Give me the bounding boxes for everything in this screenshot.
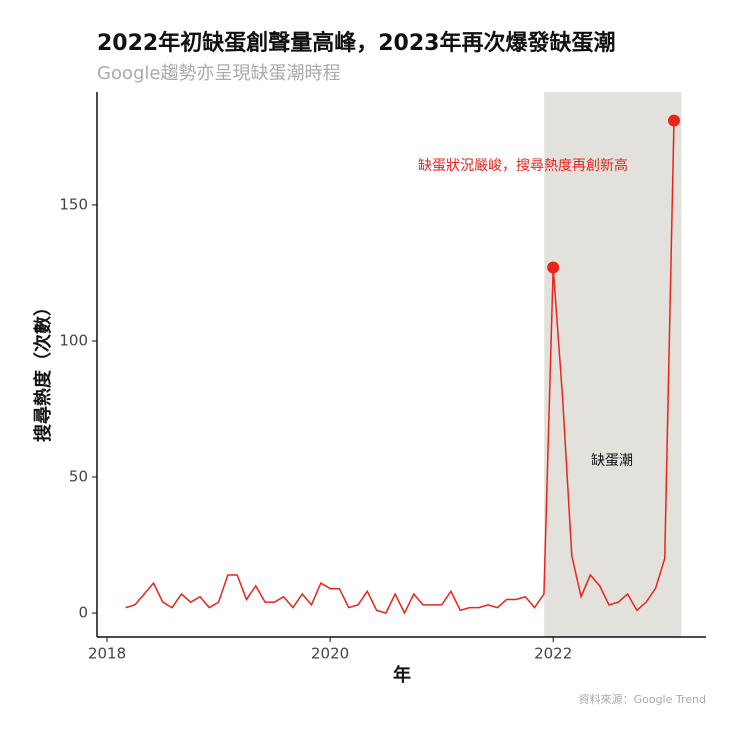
x-tick-label: 2022	[534, 645, 572, 663]
data-line	[125, 120, 675, 615]
highlight-band	[544, 92, 682, 637]
x-tick-label: 2020	[311, 645, 349, 663]
annotation: 缺蛋狀況嚴峻，搜尋熱度再創新高	[418, 157, 628, 174]
y-tick-label: 0	[78, 604, 88, 622]
y-tick-label: 150	[59, 195, 88, 213]
y-tick-label: 50	[69, 468, 88, 486]
chart-title: 2022年初缺蛋創聲量高峰，2023年再次爆發缺蛋潮	[97, 30, 615, 56]
x-axis-label: 年	[393, 664, 411, 686]
source-note: 資料來源：Google Trend	[579, 692, 706, 706]
highlight-point	[667, 114, 680, 127]
highlight-point	[547, 261, 560, 274]
chart-subtitle: Google趨勢亦呈現缺蛋潮時程	[97, 63, 340, 84]
y-axis-label: 搜尋熱度（次數）	[32, 298, 54, 442]
y-tick-label: 100	[59, 331, 88, 349]
annotation: 缺蛋潮	[591, 453, 633, 469]
x-tick-label: 2018	[88, 645, 126, 663]
